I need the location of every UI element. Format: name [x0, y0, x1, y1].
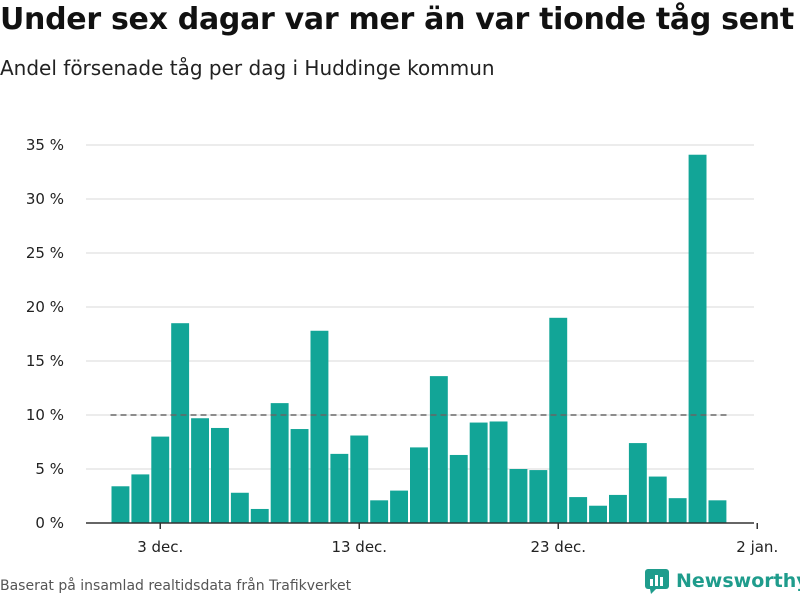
bar — [688, 154, 707, 523]
bar — [131, 474, 150, 523]
bar — [171, 323, 190, 523]
brand-name: Newsworthy — [676, 570, 800, 592]
bar — [211, 427, 229, 523]
y-tick-label: 5 % — [35, 460, 64, 478]
bar — [509, 469, 528, 523]
y-tick-label: 35 % — [26, 136, 64, 154]
y-tick-label: 0 % — [35, 514, 64, 532]
source-note: Baserat på insamlad realtidsdata från Tr… — [0, 578, 352, 594]
y-tick-label: 15 % — [26, 352, 64, 370]
bar — [111, 486, 130, 523]
chart-subtitle: Andel försenade tåg per dag i Huddinge k… — [0, 56, 495, 80]
bar — [151, 436, 170, 523]
newsworthy-logo-icon — [645, 569, 669, 594]
bar — [549, 317, 568, 523]
bar — [290, 429, 309, 523]
x-tick-label: 23 dec. — [530, 538, 586, 556]
bar — [310, 330, 329, 523]
x-tick-label: 3 dec. — [137, 538, 183, 556]
bar — [609, 494, 627, 523]
bar — [350, 435, 369, 523]
x-tick-label: 2 jan. — [736, 538, 778, 556]
x-tick-label: 13 dec. — [331, 538, 387, 556]
bar — [489, 421, 508, 523]
bar — [390, 490, 408, 523]
y-tick-label: 20 % — [26, 298, 64, 316]
bar — [648, 476, 667, 523]
bar — [668, 498, 687, 523]
bar — [250, 508, 269, 523]
bar — [330, 453, 349, 523]
chart-title: Under sex dagar var mer än var tionde tå… — [0, 2, 794, 37]
bar — [708, 500, 727, 523]
bar — [569, 497, 588, 523]
bar — [589, 505, 607, 523]
bar — [230, 492, 249, 523]
bar — [410, 447, 428, 523]
y-tick-label: 10 % — [26, 406, 64, 424]
y-tick-label: 25 % — [26, 244, 64, 262]
bar — [469, 422, 488, 523]
bar — [628, 443, 647, 523]
bar — [370, 500, 389, 523]
bar — [529, 470, 548, 523]
bar — [191, 418, 209, 523]
bar — [270, 403, 289, 523]
brand-logo: Newsworthy — [644, 568, 800, 594]
bar — [429, 376, 448, 523]
bar — [449, 454, 468, 523]
y-tick-label: 30 % — [26, 190, 64, 208]
